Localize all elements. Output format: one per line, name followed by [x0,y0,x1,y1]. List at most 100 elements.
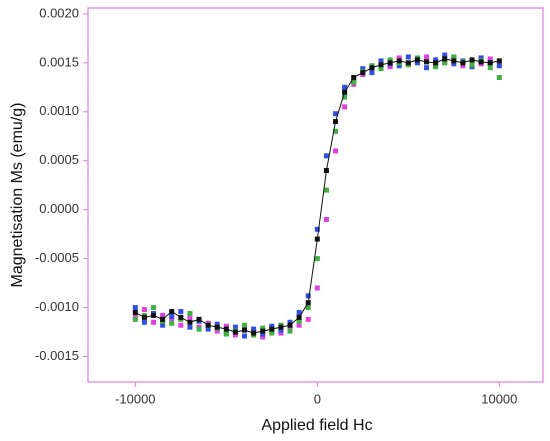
data-point [187,319,193,325]
y-tick-label: -0.0005 [35,250,79,265]
data-point [369,65,375,71]
data-point [260,325,266,331]
data-point [232,332,238,338]
data-point [323,168,329,174]
y-tick-label: -0.0010 [35,299,79,314]
data-point [378,66,384,72]
data-point [178,314,184,320]
data-point [141,314,147,320]
data-point [187,310,193,316]
data-point [151,319,157,325]
data-point [232,324,238,330]
data-point [433,57,439,63]
y-tick-label: -0.0015 [35,348,79,363]
data-point [169,313,175,319]
data-point [433,64,439,70]
data-point [223,331,229,337]
data-point [333,128,339,134]
data-point [214,328,220,334]
data-point [260,334,266,340]
data-point [160,312,166,318]
y-tick-label: 0.0000 [39,201,79,216]
data-point [360,70,366,76]
data-point [223,323,229,329]
data-point [314,285,320,291]
data-point [451,61,457,67]
data-point [296,322,302,328]
data-point [378,62,384,68]
data-point [214,324,220,330]
data-point [169,309,175,315]
data-point [251,326,257,332]
x-tick-label: -10000 [115,391,155,406]
data-point [333,148,339,154]
data-point [378,58,384,64]
data-point [251,330,257,336]
series-line [135,58,500,334]
data-point [314,256,320,262]
data-point [151,305,157,311]
data-point [278,327,284,333]
x-tick-label: 0 [314,391,321,406]
data-point [214,321,220,327]
data-point [242,327,248,333]
data-point [160,316,166,322]
data-point [487,65,493,71]
data-point [132,316,138,322]
x-axis-title: Applied field Hc [261,417,372,434]
y-axis-title: Magnetisation Ms (emu/g) [9,103,26,288]
data-point [269,326,275,332]
data-point [305,316,311,322]
data-point [333,111,339,117]
data-point [342,84,348,90]
data-point [269,323,275,329]
data-point [333,119,339,125]
data-point [342,104,348,110]
data-point [387,57,393,63]
plot-frame [87,7,544,383]
data-point [478,59,484,65]
data-point [433,60,439,66]
data-point [405,60,411,66]
data-point [305,293,311,299]
data-point [151,312,157,318]
data-point [496,75,502,81]
data-point [287,328,293,334]
data-point [187,314,193,320]
plot-area [132,52,502,340]
data-point [296,314,302,320]
data-point [205,326,211,332]
data-point [242,322,248,328]
data-point [260,331,266,337]
data-point [196,316,202,322]
y-tick-label: 0.0005 [39,152,79,167]
data-point [260,328,266,334]
y-tick-label: 0.0020 [39,5,79,20]
data-point [460,63,466,69]
data-point [242,333,248,339]
data-point [424,65,430,71]
data-point [296,318,302,324]
data-point [342,89,348,95]
data-point [196,326,202,332]
data-point [451,58,457,64]
data-point [351,79,357,85]
data-point [396,63,402,69]
data-point [223,326,229,332]
data-point [442,60,448,66]
data-point [360,66,366,72]
data-point [323,187,329,193]
data-point [323,216,329,222]
data-point [387,64,393,70]
data-point [442,52,448,58]
data-point [296,309,302,315]
data-point [414,60,420,66]
data-point [351,75,357,81]
data-point [369,70,375,76]
data-point [396,58,402,64]
data-point [405,54,411,60]
y-tick-label: 0.0015 [39,54,79,69]
data-point [278,324,284,330]
data-point [496,63,502,69]
